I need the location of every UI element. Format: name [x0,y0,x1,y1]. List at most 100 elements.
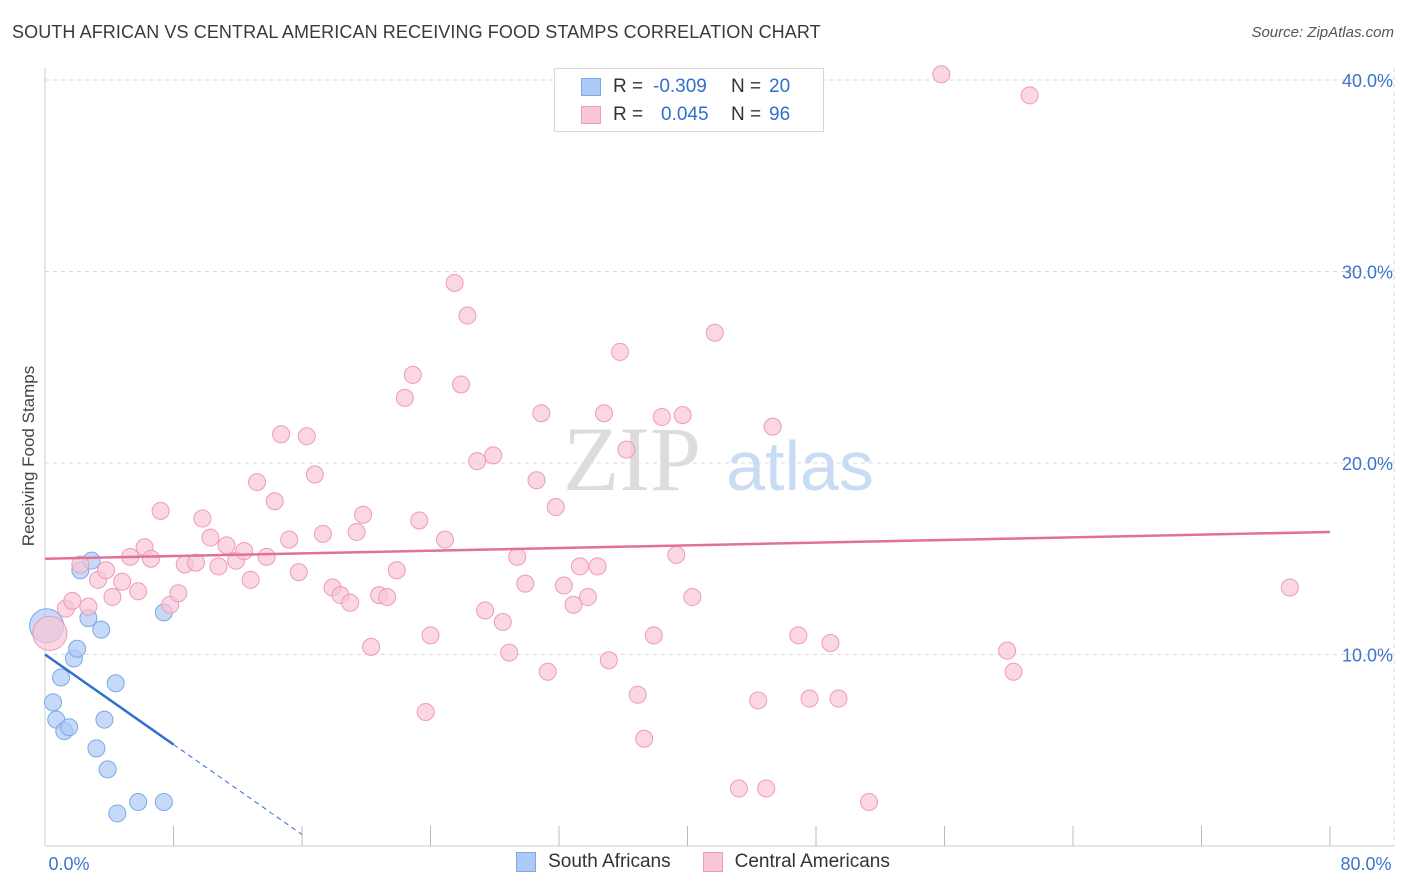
point-central-american [445,273,464,292]
point-central-american [617,440,636,459]
point-central-american [297,427,316,446]
legend-r-value: 0.045 [661,104,709,125]
point-central-american [63,591,82,610]
point-central-american [588,557,607,576]
legend-n-value: 20 [769,76,791,97]
point-south-african [92,620,111,639]
point-central-american [578,588,597,607]
point-central-american [635,729,654,748]
point-central-american [435,530,454,549]
point-central-american [821,634,840,653]
point-central-american [387,561,406,580]
point-central-american [186,553,205,572]
point-central-american [452,375,471,394]
x-tick-label: 0.0% [48,854,89,874]
point-central-american [280,530,299,549]
point-central-american [129,582,148,601]
legend-swatch-pink [581,106,601,124]
point-south-african [44,693,63,712]
point-south-african [108,804,127,823]
point-central-american [673,406,692,425]
legend-n-label: N = [731,104,762,125]
point-central-american [829,689,848,708]
point-south-african [87,739,106,758]
point-south-african [95,710,114,729]
point-central-american [667,545,686,564]
point-central-american [594,404,613,423]
point-central-american [142,549,161,568]
point-central-american [169,584,188,603]
point-central-american [729,779,748,798]
point-central-american [395,388,414,407]
point-central-american [508,547,527,566]
watermark-atlas: atlas [726,427,874,505]
point-central-american [652,408,671,427]
point-central-american [644,626,663,645]
point-central-american [789,626,808,645]
point-central-american [749,691,768,710]
point-central-american [103,588,122,607]
point-central-american [628,685,647,704]
series-legend: South Africans Central Americans [0,851,1406,873]
point-central-american [1020,86,1039,105]
point-south-african [68,639,87,658]
point-central-american [79,597,98,616]
point-central-american [500,643,519,662]
legend-swatch-pink [702,852,723,872]
point-central-american [476,601,495,620]
point-central-american [763,417,782,436]
point-central-american [235,542,254,561]
point-central-american [32,615,68,651]
point-central-american [468,452,487,471]
point-central-american [193,509,212,528]
point-central-american [362,637,381,656]
point-central-american [341,593,360,612]
point-central-american [484,446,503,465]
point-central-american [347,522,366,541]
point-south-african [129,792,148,811]
point-central-american [403,365,422,384]
point-central-american [217,536,236,555]
legend-swatch-blue [581,78,601,96]
legend-swatch-blue [516,852,537,872]
y-tick-label: 30.0% [1342,263,1393,283]
point-central-american [1004,662,1023,681]
point-central-american [410,511,429,530]
point-central-american [458,306,477,325]
point-south-african [106,674,125,693]
point-central-american [241,570,260,589]
legend-r-value: -0.309 [653,76,707,97]
point-central-american [538,662,557,681]
legend-n-value: 96 [769,104,791,125]
point-central-american [860,792,879,811]
legend-n-label: N = [731,76,762,97]
y-tick-label: 20.0% [1342,454,1393,474]
point-central-american [265,492,284,511]
point-central-american [354,505,373,524]
point-central-american [932,65,951,84]
y-axis-label: Receiving Food Stamps [19,366,38,546]
legend-label: South Africans [548,851,671,872]
legend-row-south-africans: R = -0.309 N = 20 [581,73,790,101]
legend-label: Central Americans [734,851,890,872]
legend-row-central-americans: R = 0.045 N = 96 [581,101,790,129]
point-central-american [151,501,170,520]
trend-line-south-african [44,653,175,746]
correlation-legend: R = -0.309 N = 20 R = 0.045 N = 96 [554,68,824,132]
legend-r-label: R = [613,76,644,97]
source-label: Source: ZipAtlas.com [1251,24,1394,41]
point-central-american [378,588,397,607]
point-south-african [98,760,117,779]
chart-title: SOUTH AFRICAN VS CENTRAL AMERICAN RECEIV… [12,22,821,42]
trend-line-south-african-extension [173,744,303,835]
watermark-zip: ZIP [563,408,701,510]
point-central-american [554,576,573,595]
legend-item-south-africans[interactable]: South Africans [516,851,671,873]
point-central-american [564,595,583,614]
point-central-american [998,641,1017,660]
point-central-american [416,702,435,721]
point-central-american [201,528,220,547]
legend-item-central-americans[interactable]: Central Americans [702,851,890,873]
point-central-american [611,342,630,361]
